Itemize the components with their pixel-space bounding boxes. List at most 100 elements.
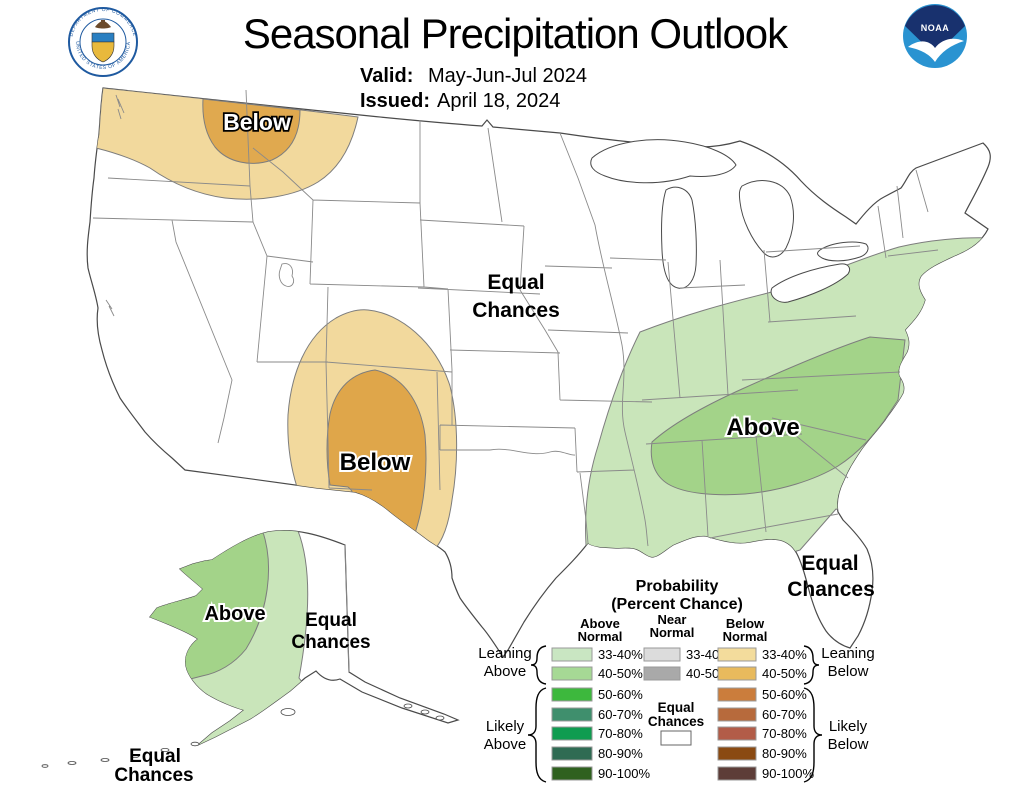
swatch-below-60-70 (717, 707, 757, 722)
noaa-logo: NOAA (903, 4, 967, 68)
legend-column-headers: Above Normal Near Normal Below Normal (578, 612, 768, 644)
svg-text:Chances: Chances (291, 632, 370, 653)
brace-leaning-below (803, 645, 820, 685)
svg-text:Above: Above (484, 736, 527, 753)
swatch-above-70-80 (551, 726, 593, 741)
noaa-gull-icon (908, 38, 964, 62)
svg-text:Above: Above (580, 616, 620, 631)
swatch-above-60-70 (551, 707, 593, 722)
legend-side-labels: Leaning Above Likely Above Leaning Below… (478, 645, 874, 753)
svg-text:Likely: Likely (829, 718, 868, 735)
svg-text:Chances: Chances (472, 299, 560, 322)
swatch-below-70-80 (717, 726, 757, 741)
lake-superior (590, 139, 737, 184)
swatch-above-40-50 (551, 666, 593, 681)
svg-text:Below: Below (828, 736, 869, 753)
svg-text:Chances: Chances (648, 714, 704, 729)
legend: Probability (Percent Chance) Above Norma… (478, 578, 875, 783)
alaska-map: Above Equal Chances Equal Chances (41, 529, 460, 786)
svg-text:50-60%: 50-60% (598, 687, 643, 702)
svg-text:33-40%: 33-40% (762, 647, 807, 662)
svg-text:Likely: Likely (486, 718, 525, 735)
swatch-below-33-40 (717, 647, 757, 662)
swatch-above-50-60 (551, 687, 593, 702)
swatch-below-90-100 (717, 766, 757, 781)
noaa-logo-text: NOAA (921, 23, 950, 33)
svg-text:Near: Near (658, 612, 687, 627)
swatch-below-40-50 (717, 666, 757, 681)
label-sw-below: Below (340, 449, 411, 476)
swatch-below-50-60 (717, 687, 757, 702)
svg-text:Normal: Normal (650, 625, 695, 640)
region-pnw-below-inner (202, 98, 301, 164)
brace-likely-above (527, 687, 547, 783)
svg-text:Leaning: Leaning (478, 645, 531, 662)
legend-below-normal-rows: 33-40% 40-50% 50-60% 60-70% 70-80% 80-90… (717, 647, 814, 781)
svg-text:Normal: Normal (578, 629, 623, 644)
svg-text:Above: Above (484, 663, 527, 680)
svg-text:70-80%: 70-80% (598, 726, 643, 741)
svg-text:80-90%: 80-90% (598, 746, 643, 761)
header: Seasonal Precipitation Outlook Valid: Ma… (68, 4, 967, 112)
swatch-near-40-50 (643, 666, 681, 681)
great-lakes (590, 139, 869, 303)
svg-text:80-90%: 80-90% (762, 746, 807, 761)
label-pnw-below: Below (223, 109, 291, 135)
swatch-above-80-90 (551, 746, 593, 761)
svg-text:Leaning: Leaning (821, 645, 874, 662)
svg-text:60-70%: 60-70% (762, 707, 807, 722)
swatch-equal-chances (660, 730, 692, 746)
svg-text:Below: Below (828, 663, 869, 680)
valid-label: Valid: (360, 65, 413, 87)
svg-text:33-40%: 33-40% (598, 647, 643, 662)
legend-title-line1: Probability (636, 578, 719, 595)
seal-shield-icon (91, 20, 115, 63)
issued-value: April 18, 2024 (437, 90, 560, 112)
label-ec-florida: Equal Chances (787, 552, 875, 601)
svg-text:90-100%: 90-100% (762, 766, 814, 781)
legend-equal-chances: Equal Chances (648, 700, 704, 746)
svg-text:Chances: Chances (114, 765, 193, 786)
swatch-above-90-100 (551, 766, 593, 781)
svg-text:40-50%: 40-50% (598, 666, 643, 681)
brace-likely-below (803, 687, 823, 783)
svg-text:60-70%: 60-70% (598, 707, 643, 722)
svg-text:40-50%: 40-50% (762, 666, 807, 681)
label-ec-aleutians: Equal Chances (114, 746, 193, 786)
conus-map: Below Below Above Equal Chances Equal Ch… (86, 87, 991, 659)
svg-text:Equal: Equal (487, 271, 544, 294)
issued-label: Issued: (360, 90, 430, 112)
lake-erie (770, 263, 851, 303)
label-ak-above: Above (204, 603, 265, 625)
great-salt-lake (278, 263, 295, 287)
svg-text:Chances: Chances (787, 578, 875, 601)
svg-text:Equal: Equal (801, 552, 858, 575)
state-boundaries (92, 89, 939, 547)
svg-text:Below: Below (726, 616, 765, 631)
swatch-above-33-40 (551, 647, 593, 662)
lake-michigan (661, 186, 697, 289)
svg-text:Normal: Normal (723, 629, 768, 644)
legend-title-line2: (Percent Chance) (611, 596, 743, 613)
swatch-below-80-90 (717, 746, 757, 761)
commerce-seal-logo: DEPARTMENT OF COMMERCE UNITED STATES OF … (68, 7, 138, 77)
brace-leaning-above (530, 645, 547, 685)
legend-above-normal-rows: 33-40% 40-50% 50-60% 60-70% 70-80% 80-90… (551, 647, 650, 781)
svg-text:90-100%: 90-100% (598, 766, 650, 781)
svg-text:50-60%: 50-60% (762, 687, 807, 702)
label-se-above: Above (726, 414, 799, 441)
svg-text:Equal: Equal (129, 746, 181, 767)
valid-value: May-Jun-Jul 2024 (428, 65, 587, 87)
svg-text:Equal: Equal (305, 610, 357, 631)
lake-huron (738, 180, 794, 258)
region-se-above-inner (650, 336, 906, 496)
label-ec-midwest: Equal Chances (472, 271, 560, 322)
aleutian-islands (41, 703, 445, 768)
page-title: Seasonal Precipitation Outlook (243, 10, 789, 57)
svg-text:Equal: Equal (658, 700, 695, 715)
svg-text:70-80%: 70-80% (762, 726, 807, 741)
alaska-canada-border (344, 544, 350, 673)
label-ec-alaska: Equal Chances (291, 610, 370, 653)
swatch-near-33-40 (643, 647, 681, 662)
